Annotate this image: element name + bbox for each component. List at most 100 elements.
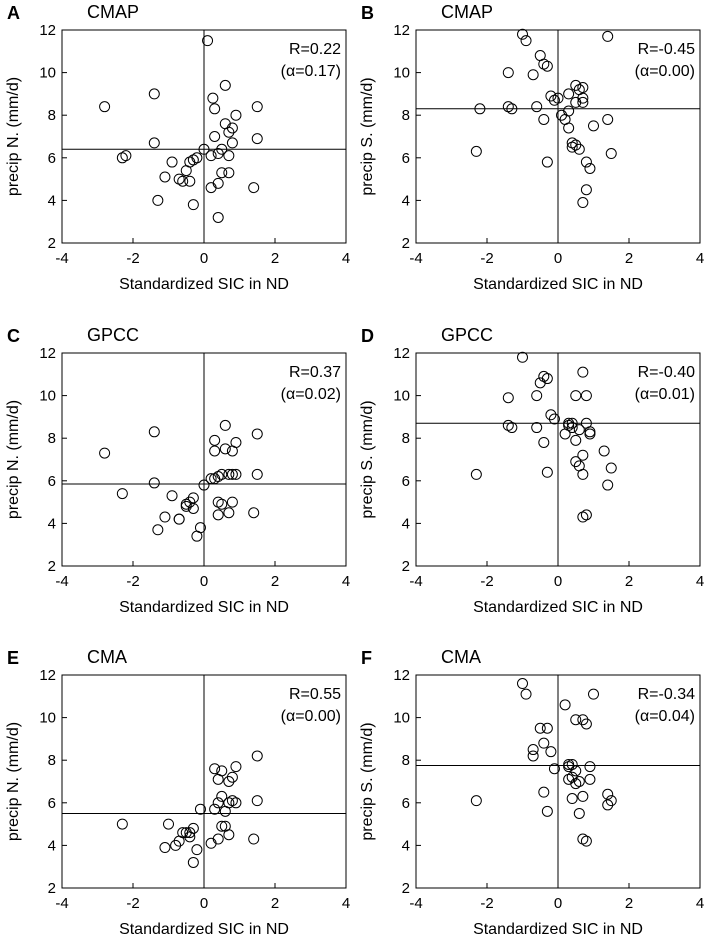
y-tick-label: 6 bbox=[402, 473, 410, 490]
data-point bbox=[212, 177, 224, 189]
data-point bbox=[563, 773, 575, 785]
data-point bbox=[166, 490, 178, 502]
panel-letter: A bbox=[7, 3, 20, 23]
data-point bbox=[584, 761, 596, 773]
data-point bbox=[506, 422, 518, 434]
data-point bbox=[531, 390, 543, 402]
data-point bbox=[470, 468, 482, 480]
data-point bbox=[205, 182, 217, 194]
data-point bbox=[548, 763, 560, 775]
data-point bbox=[209, 103, 221, 115]
data-point bbox=[548, 413, 560, 425]
data-point bbox=[602, 30, 614, 42]
data-point bbox=[541, 373, 553, 385]
data-point bbox=[559, 699, 571, 711]
data-point bbox=[531, 422, 543, 434]
data-point bbox=[216, 765, 228, 777]
data-point bbox=[584, 428, 596, 440]
data-point bbox=[209, 445, 221, 457]
x-tick-label: 2 bbox=[625, 250, 633, 267]
y-tick-label: 4 bbox=[48, 837, 56, 854]
data-point bbox=[538, 58, 550, 70]
data-point bbox=[223, 150, 235, 162]
x-tick-label: 2 bbox=[625, 573, 633, 590]
y-tick-label: 2 bbox=[48, 235, 56, 252]
data-point bbox=[577, 449, 589, 461]
data-point bbox=[563, 761, 575, 773]
y-tick-label: 4 bbox=[48, 515, 56, 532]
data-point bbox=[573, 424, 585, 436]
data-point bbox=[216, 468, 228, 480]
data-point bbox=[470, 795, 482, 807]
data-point bbox=[563, 88, 575, 100]
x-tick-label: -2 bbox=[480, 573, 493, 590]
data-point bbox=[209, 803, 221, 815]
x-axis-label: Standardized SIC in ND bbox=[473, 599, 643, 616]
panel-title: CMAP bbox=[441, 2, 493, 22]
data-point bbox=[563, 105, 575, 117]
panel-letter: C bbox=[7, 326, 20, 346]
data-point bbox=[205, 837, 217, 849]
y-tick-label: 8 bbox=[402, 752, 410, 769]
panel-title: CMAP bbox=[87, 2, 139, 22]
data-point bbox=[148, 426, 160, 438]
data-point bbox=[520, 35, 532, 47]
data-point bbox=[191, 844, 203, 856]
x-tick-label: 4 bbox=[696, 250, 704, 267]
x-tick-label: 4 bbox=[696, 895, 704, 912]
data-point bbox=[212, 797, 224, 809]
data-point bbox=[219, 419, 231, 431]
data-point bbox=[116, 818, 128, 830]
data-point bbox=[223, 776, 235, 787]
data-point bbox=[216, 790, 228, 802]
panel-letter: F bbox=[361, 648, 372, 668]
data-point bbox=[205, 473, 217, 485]
x-axis-label: Standardized SIC in ND bbox=[473, 921, 643, 938]
y-tick-label: 8 bbox=[402, 430, 410, 447]
data-point bbox=[248, 507, 260, 519]
y-axis-label: precip S. (mm/d) bbox=[359, 722, 376, 840]
chart-panel-d: -4 -2 0 2 4 2 4 6 8 10 12 D GPCC R=-0.40 (α=0.01) Stand… bbox=[359, 325, 704, 616]
data-point bbox=[570, 456, 582, 468]
data-point bbox=[566, 141, 578, 153]
y-axis-label: precip N. (mm/d) bbox=[5, 722, 22, 841]
y-tick-label: 12 bbox=[39, 22, 56, 39]
x-tick-label: 0 bbox=[200, 895, 208, 912]
data-point bbox=[577, 92, 589, 104]
y-tick-label: 2 bbox=[402, 235, 410, 252]
panel-title: CMA bbox=[87, 647, 127, 667]
data-point bbox=[223, 507, 235, 519]
data-point bbox=[577, 714, 589, 726]
data-point bbox=[216, 498, 228, 510]
data-point bbox=[566, 793, 578, 805]
data-point bbox=[538, 436, 550, 448]
data-point bbox=[159, 842, 171, 854]
y-tick-label: 6 bbox=[48, 795, 56, 812]
data-point bbox=[212, 509, 224, 521]
data-point bbox=[584, 426, 596, 438]
y-tick-label: 12 bbox=[39, 345, 56, 362]
data-point bbox=[588, 688, 599, 700]
x-tick-label: -2 bbox=[480, 250, 493, 267]
data-point bbox=[577, 82, 589, 94]
y-tick-label: 12 bbox=[393, 667, 410, 684]
y-tick-label: 6 bbox=[402, 795, 410, 812]
data-point bbox=[116, 152, 128, 164]
x-axis-label: Standardized SIC in ND bbox=[119, 599, 289, 616]
data-point bbox=[577, 96, 589, 108]
x-tick-label: -2 bbox=[126, 250, 139, 267]
x-tick-label: 2 bbox=[625, 895, 633, 912]
data-point bbox=[187, 492, 199, 504]
data-point bbox=[159, 171, 171, 183]
x-tick-label: 0 bbox=[200, 250, 208, 267]
data-point bbox=[502, 419, 514, 431]
y-tick-label: 12 bbox=[393, 345, 410, 362]
correlation-label: R=0.55 bbox=[289, 686, 341, 703]
data-point bbox=[198, 479, 210, 491]
data-point bbox=[226, 795, 238, 807]
data-point bbox=[534, 722, 546, 734]
data-point bbox=[502, 101, 514, 113]
data-point bbox=[226, 122, 238, 134]
x-tick-label: -2 bbox=[480, 895, 493, 912]
data-point bbox=[584, 773, 596, 785]
